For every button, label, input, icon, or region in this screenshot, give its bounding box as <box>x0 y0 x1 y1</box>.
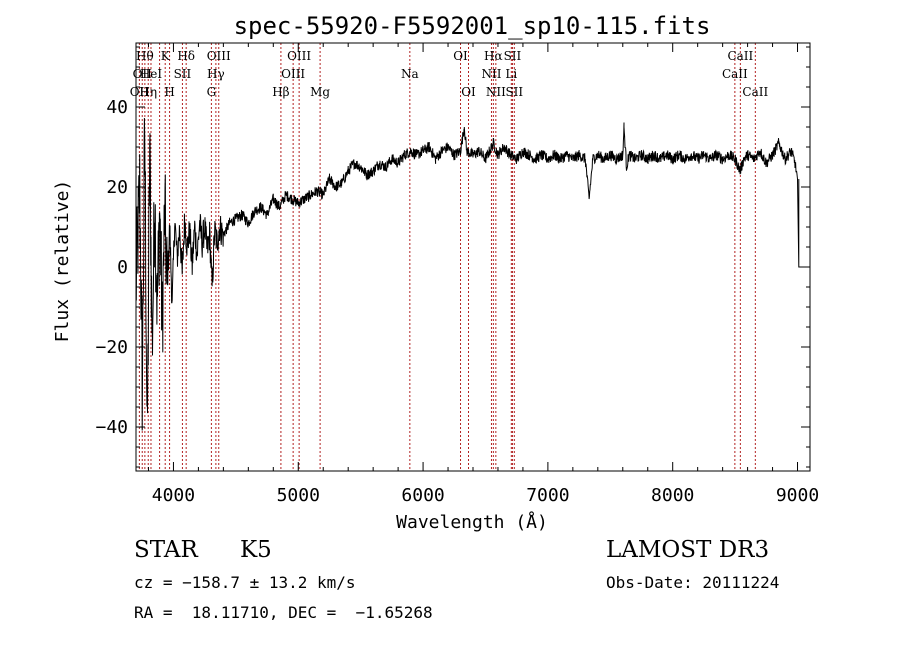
y-axis-label: Flux (relative) <box>52 180 73 343</box>
spectral-line-label: NII <box>481 67 501 81</box>
y-tick-label: −40 <box>95 417 128 438</box>
x-tick-label: 7000 <box>526 485 569 506</box>
spectral-line-label: Na <box>401 67 419 81</box>
y-axis: −40 −20 0 20 40 <box>95 46 810 468</box>
object-subclass: K5 <box>240 537 272 563</box>
spectral-line-label: CaII <box>722 67 748 81</box>
y-tick-label: 40 <box>106 97 128 118</box>
spectral-line-label: NII <box>486 85 506 99</box>
redshift-velocity: cz = −158.7 ± 13.2 km/s <box>134 573 356 592</box>
x-tick-label: 4000 <box>152 485 195 506</box>
spectral-line-label: H <box>164 85 174 99</box>
spectral-line-label: OI <box>453 49 468 63</box>
spectral-line-label: OII <box>130 85 150 99</box>
object-class: STAR <box>134 537 198 563</box>
spectral-line-label: SII <box>174 67 192 81</box>
spectral-line-label: OII <box>133 67 153 81</box>
spectral-line-label: OIII <box>207 49 231 63</box>
spectral-line-label: CaII <box>727 49 753 63</box>
observation-date: Obs-Date: 20111224 <box>606 573 780 592</box>
spectrum-series <box>135 117 803 431</box>
spectral-line-label: Hβ <box>272 85 289 99</box>
spectral-line-label: SII <box>504 49 522 63</box>
spectral-line-label: Hθ <box>136 49 154 63</box>
plot-frame <box>135 42 811 472</box>
x-tick-label: 6000 <box>401 485 444 506</box>
spectral-line-label: K <box>161 49 171 63</box>
spectral-line-labels: OIIOIIHθHηHeIKHSIIHδGHγOIIIHβOIIIOIIIMgN… <box>130 49 769 99</box>
spectral-line-label: Mg <box>310 85 330 99</box>
x-tick-label: 8000 <box>651 485 694 506</box>
spectral-line-markers <box>138 43 756 471</box>
x-tick-label: 5000 <box>277 485 320 506</box>
spectral-line-label: HeI <box>140 67 163 81</box>
spectral-line-label: OI <box>461 85 476 99</box>
spectral-line-label: SII <box>505 85 523 99</box>
y-tick-label: −20 <box>95 337 128 358</box>
spectral-line-label: Hγ <box>207 67 225 81</box>
spectral-line-label: Hη <box>139 85 157 99</box>
x-tick-label: 9000 <box>776 485 819 506</box>
spectral-line-label: Hα <box>484 49 503 63</box>
spectral-line-label: CaII <box>742 85 768 99</box>
chart-title: spec-55920-F5592001_sp10-115.fits <box>234 12 711 40</box>
spectral-line-label: Li <box>505 67 517 81</box>
spectral-line-label: OIII <box>287 49 311 63</box>
spectrum-line <box>135 117 803 431</box>
x-axis: 4000 5000 6000 7000 8000 9000 <box>147 43 819 506</box>
spectral-line-label: OIII <box>281 67 305 81</box>
spectral-line-label: G <box>207 85 217 99</box>
survey-name: LAMOST DR3 <box>606 537 770 563</box>
spectral-line-label: Hδ <box>177 49 195 63</box>
x-axis-label: Wavelength (Å) <box>396 511 548 533</box>
ra-dec-coordinates: RA = 18.11710, DEC = −1.65268 <box>134 603 433 622</box>
y-tick-label: 20 <box>106 177 128 198</box>
y-tick-label: 0 <box>117 257 128 278</box>
